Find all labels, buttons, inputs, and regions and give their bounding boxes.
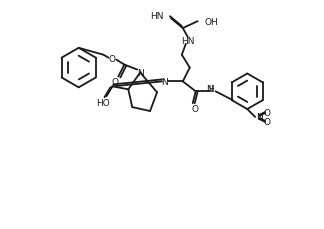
Text: HN: HN [150, 12, 164, 21]
Text: HO: HO [96, 98, 110, 107]
Text: O: O [264, 108, 271, 117]
Text: O: O [264, 118, 271, 127]
Text: N: N [162, 78, 168, 87]
Text: O: O [109, 55, 116, 64]
Text: O: O [191, 104, 198, 113]
Text: H: H [209, 85, 214, 93]
Text: N: N [256, 113, 262, 122]
Text: OH: OH [205, 18, 218, 27]
Text: N: N [137, 69, 144, 78]
Text: N: N [206, 85, 213, 93]
Text: HN: HN [181, 37, 194, 46]
Text: O: O [112, 78, 119, 87]
